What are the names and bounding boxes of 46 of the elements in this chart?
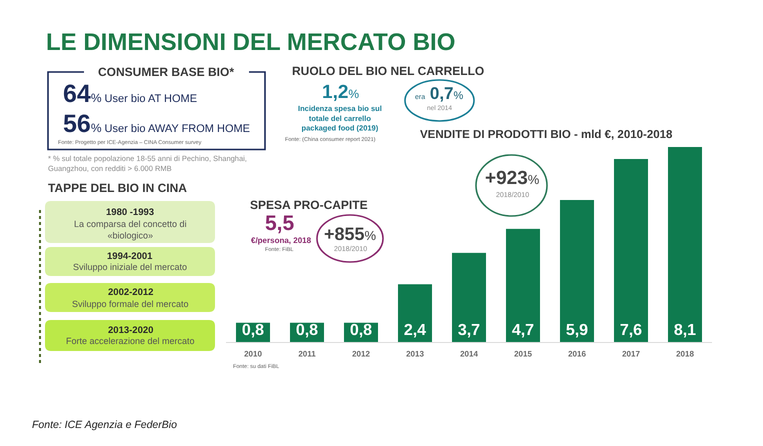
x-tick-label: 2014 [460, 350, 478, 359]
text: RUOLO DEL BIO NEL CARRELLO [292, 64, 484, 78]
text: Sviluppo iniziale del mercato [73, 262, 188, 272]
annotation: €/persona, 2018 [251, 236, 312, 245]
bar [506, 228, 540, 342]
text: 1980 -1993 [106, 207, 154, 218]
x-tick-label: 2016 [568, 350, 586, 359]
x-tick-label: 2012 [352, 350, 370, 359]
x-tick-label: 2013 [406, 350, 424, 359]
data-label: 7,6 [620, 322, 642, 339]
x-tick-label: 2011 [298, 350, 316, 359]
text: TAPPE DEL BIO IN CINA [48, 181, 188, 195]
text: SPESA PRO-CAPITE [250, 198, 368, 212]
data-label: 0,8 [296, 322, 318, 339]
data-label: 0,8 [242, 322, 264, 339]
text: 2002-2012 [108, 287, 154, 298]
x-tick-label: 2010 [244, 350, 262, 359]
text: 1994-2001 [107, 251, 154, 262]
text: 1,2% [322, 82, 360, 103]
bar [668, 147, 702, 342]
bar [452, 252, 486, 342]
bar [560, 200, 594, 342]
text: Sviluppo formale del mercato [72, 299, 189, 309]
bar [398, 284, 432, 342]
x-tick-label: 2018 [676, 350, 694, 359]
text: Forte accelerazione del mercato [66, 336, 195, 346]
source-note: Fonte: ICE Agenzia e FederBio [32, 419, 178, 431]
text: LE DIMENSIONI DEL MERCATO BIO [46, 29, 456, 56]
data-label: 2,4 [404, 322, 426, 339]
chart-title: VENDITE DI PRODOTTI BIO - mld €, 2010-2018 [420, 129, 674, 141]
annotation: +923% [485, 168, 540, 189]
x-tick-label: 2017 [622, 350, 640, 359]
bar [614, 159, 648, 342]
text: 64% User bio AT HOME [63, 80, 198, 108]
annotation: 5,5 [265, 212, 295, 235]
text: 2013-2020 [108, 325, 154, 336]
data-label: 3,7 [458, 322, 480, 339]
x-tick-label: 2015 [514, 350, 532, 359]
data-label: 5,9 [566, 322, 588, 339]
text: CONSUMER BASE BIO* [98, 65, 234, 79]
annotation: +855% [324, 224, 377, 244]
data-label: 8,1 [674, 322, 696, 339]
text: 56% User bio AWAY FROM HOME [63, 110, 250, 138]
data-label: 0,8 [350, 322, 372, 339]
text: La comparsa del concetto di «biologico» [74, 219, 187, 241]
data-label: 4,7 [512, 322, 534, 339]
